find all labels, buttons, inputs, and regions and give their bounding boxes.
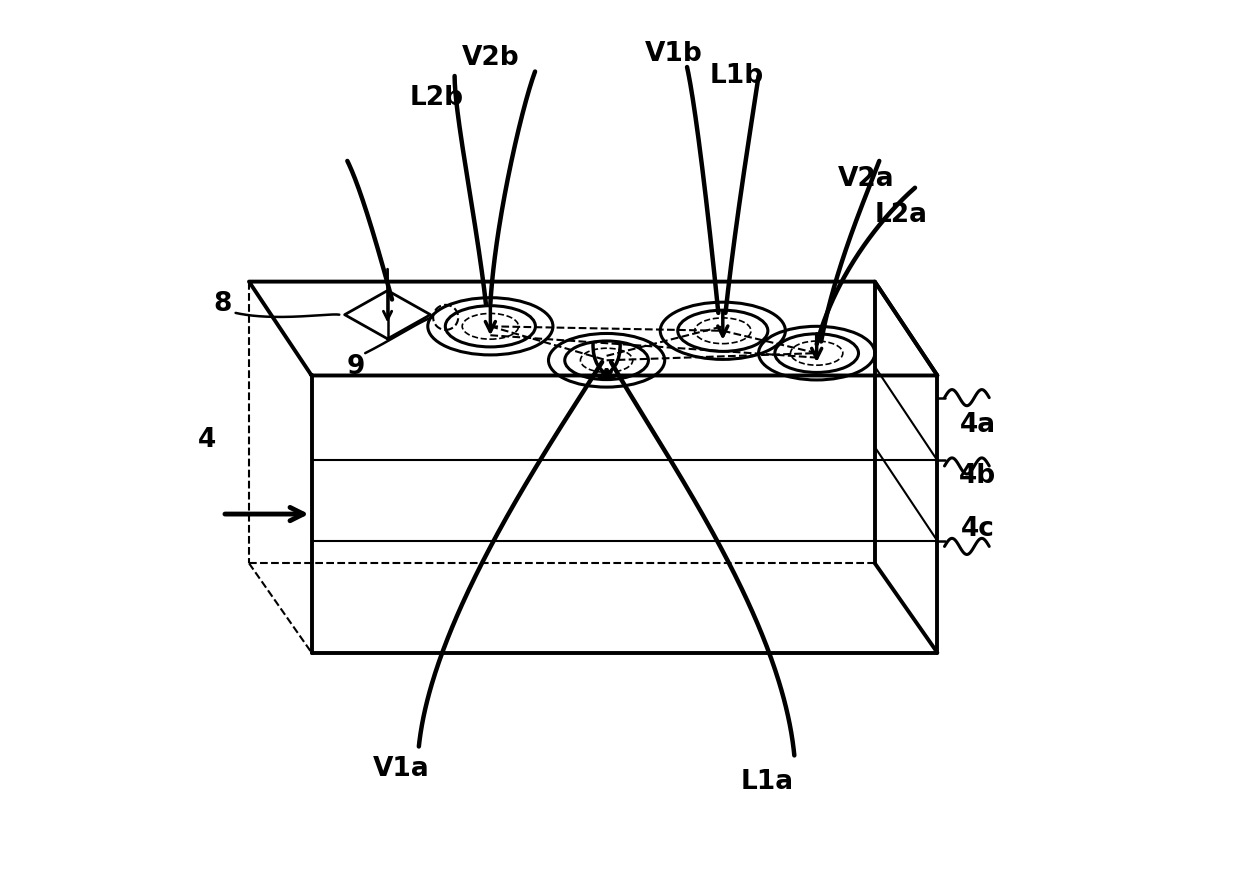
Text: 4b: 4b	[959, 462, 996, 489]
Text: 4: 4	[198, 426, 216, 453]
Text: 4a: 4a	[960, 411, 996, 438]
Text: L1b: L1b	[709, 63, 764, 89]
Text: 8: 8	[213, 291, 232, 317]
Text: L1a: L1a	[742, 769, 794, 796]
Text: L2a: L2a	[875, 201, 928, 228]
Text: V1a: V1a	[372, 755, 429, 782]
Text: V1b: V1b	[645, 40, 703, 67]
Text: 4c: 4c	[961, 516, 994, 543]
Text: V2a: V2a	[837, 165, 894, 192]
Text: L2b: L2b	[409, 85, 464, 112]
Text: V2b: V2b	[461, 45, 520, 72]
Text: 9: 9	[347, 353, 366, 380]
